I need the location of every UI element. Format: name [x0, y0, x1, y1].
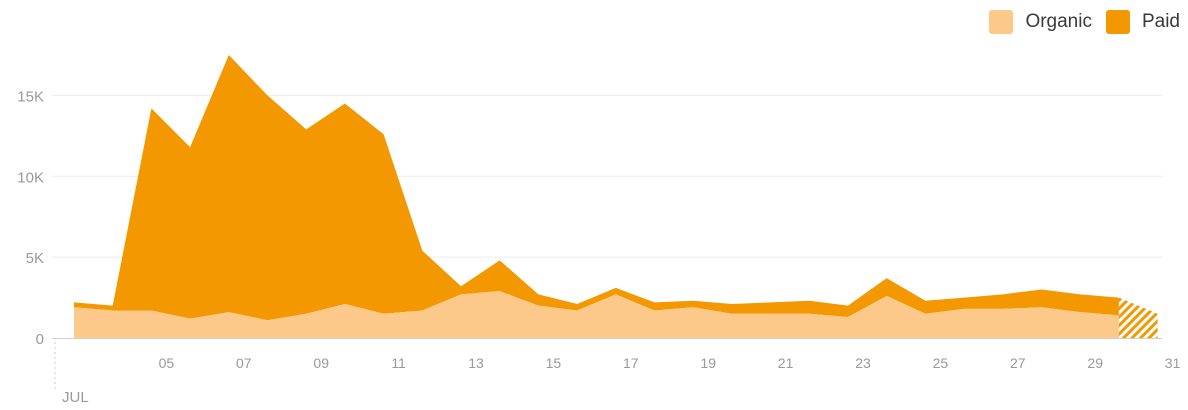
- series-areas: [74, 55, 1158, 338]
- x-tick-label: 23: [855, 355, 871, 371]
- x-tick-label: 13: [468, 355, 484, 371]
- x-axis: 05 07 09 11 13 15 17 19 21 23 25 27 29 31 JUL: [54, 342, 1181, 406]
- x-tick-label: 19: [700, 355, 716, 371]
- x-tick-label: 25: [933, 355, 949, 371]
- legend-label-paid: Paid: [1141, 11, 1180, 32]
- x-tick-label: 07: [236, 355, 252, 371]
- legend: Organic Paid: [989, 10, 1180, 34]
- area-paid: [74, 55, 1119, 321]
- x-month-label: JUL: [62, 389, 89, 406]
- x-tick-label: 15: [546, 355, 562, 371]
- y-tick-label: 10K: [17, 169, 44, 186]
- y-tick-label: 0: [36, 331, 44, 348]
- x-tick-label: 27: [1010, 355, 1026, 371]
- x-tick-label: 17: [623, 355, 639, 371]
- legend-swatch-paid: [1105, 10, 1130, 34]
- x-tick-label: 29: [1087, 355, 1103, 371]
- x-tick-label: 31: [1165, 355, 1181, 371]
- legend-item-paid[interactable]: Paid: [1105, 10, 1180, 34]
- y-axis: 0 5K 10K 15K: [17, 88, 44, 348]
- y-tick-label: 5K: [26, 250, 44, 267]
- x-tick-label: 05: [159, 355, 175, 371]
- area-organic: [74, 291, 1119, 338]
- x-tick-label: 11: [391, 355, 406, 371]
- y-tick-label: 15K: [17, 88, 44, 105]
- x-tick-label: 09: [313, 355, 329, 371]
- x-tick-label: 21: [778, 355, 794, 371]
- area-incomplete-period: [1118, 297, 1158, 338]
- legend-label-organic: Organic: [1025, 11, 1092, 32]
- legend-swatch-organic: [989, 10, 1014, 34]
- legend-item-organic[interactable]: Organic: [989, 10, 1092, 34]
